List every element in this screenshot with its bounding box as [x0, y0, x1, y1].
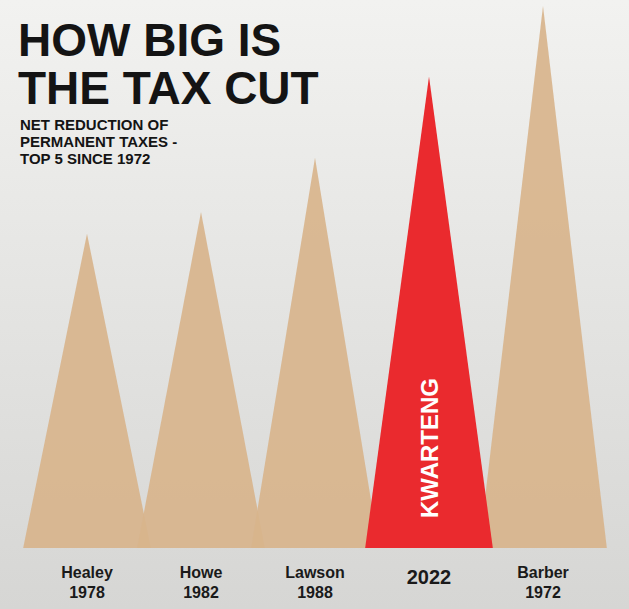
tick-label-line: Healey — [61, 564, 113, 581]
subtitle: NET REDUCTION OFPERMANENT TAXES -TOP 5 S… — [20, 116, 177, 167]
triangle — [23, 234, 151, 548]
tick: Lawson 1988 — [285, 552, 345, 601]
tick-label: 2022 — [407, 566, 452, 588]
axis-line — [31, 552, 601, 553]
tick: Howe 1982 — [180, 552, 223, 601]
tick: Healey 1978 — [61, 552, 113, 601]
tick-label-line: Lawson — [285, 564, 345, 581]
triangle — [479, 6, 607, 548]
text-line: NET REDUCTION OF — [20, 116, 168, 133]
triangle — [251, 158, 379, 548]
tick-label: Barber 1972 — [517, 564, 569, 600]
chart: HOW BIG ISTHE TAX CUTNET REDUCTION OFPER… — [0, 0, 629, 609]
text-line: TOP 5 SINCE 1972 — [20, 150, 150, 167]
tick-label-line: Barber — [517, 564, 569, 581]
tick-label: Lawson 1988 — [285, 564, 345, 600]
tick-label-line: 1982 — [183, 584, 219, 601]
x-axis: Healey 1978 Howe 1982 Lawson 1988 2022 Barber 19… — [31, 552, 601, 601]
title: HOW BIG ISTHE TAX CUT — [18, 14, 319, 114]
tick-label-line: 1988 — [297, 584, 333, 601]
background — [0, 0, 629, 609]
tick-label-line: 1978 — [69, 584, 105, 601]
text-line: PERMANENT TAXES - — [20, 133, 177, 150]
tick-label: Healey 1978 — [61, 564, 113, 600]
tick-label: Howe 1982 — [180, 564, 223, 600]
tick: Barber 1972 — [517, 552, 569, 601]
text-line: THE TAX CUT — [18, 62, 319, 114]
tick-label-line: 1972 — [525, 584, 561, 601]
annotation: KWARTENG — [416, 378, 443, 518]
text-line: HOW BIG IS — [18, 14, 281, 66]
tick: 2022 — [407, 552, 452, 588]
triangle — [137, 212, 265, 548]
triangle — [365, 76, 493, 548]
marks — [23, 6, 607, 548]
tick-label-line: Howe — [180, 564, 223, 581]
tick-label-line: 2022 — [407, 566, 452, 588]
